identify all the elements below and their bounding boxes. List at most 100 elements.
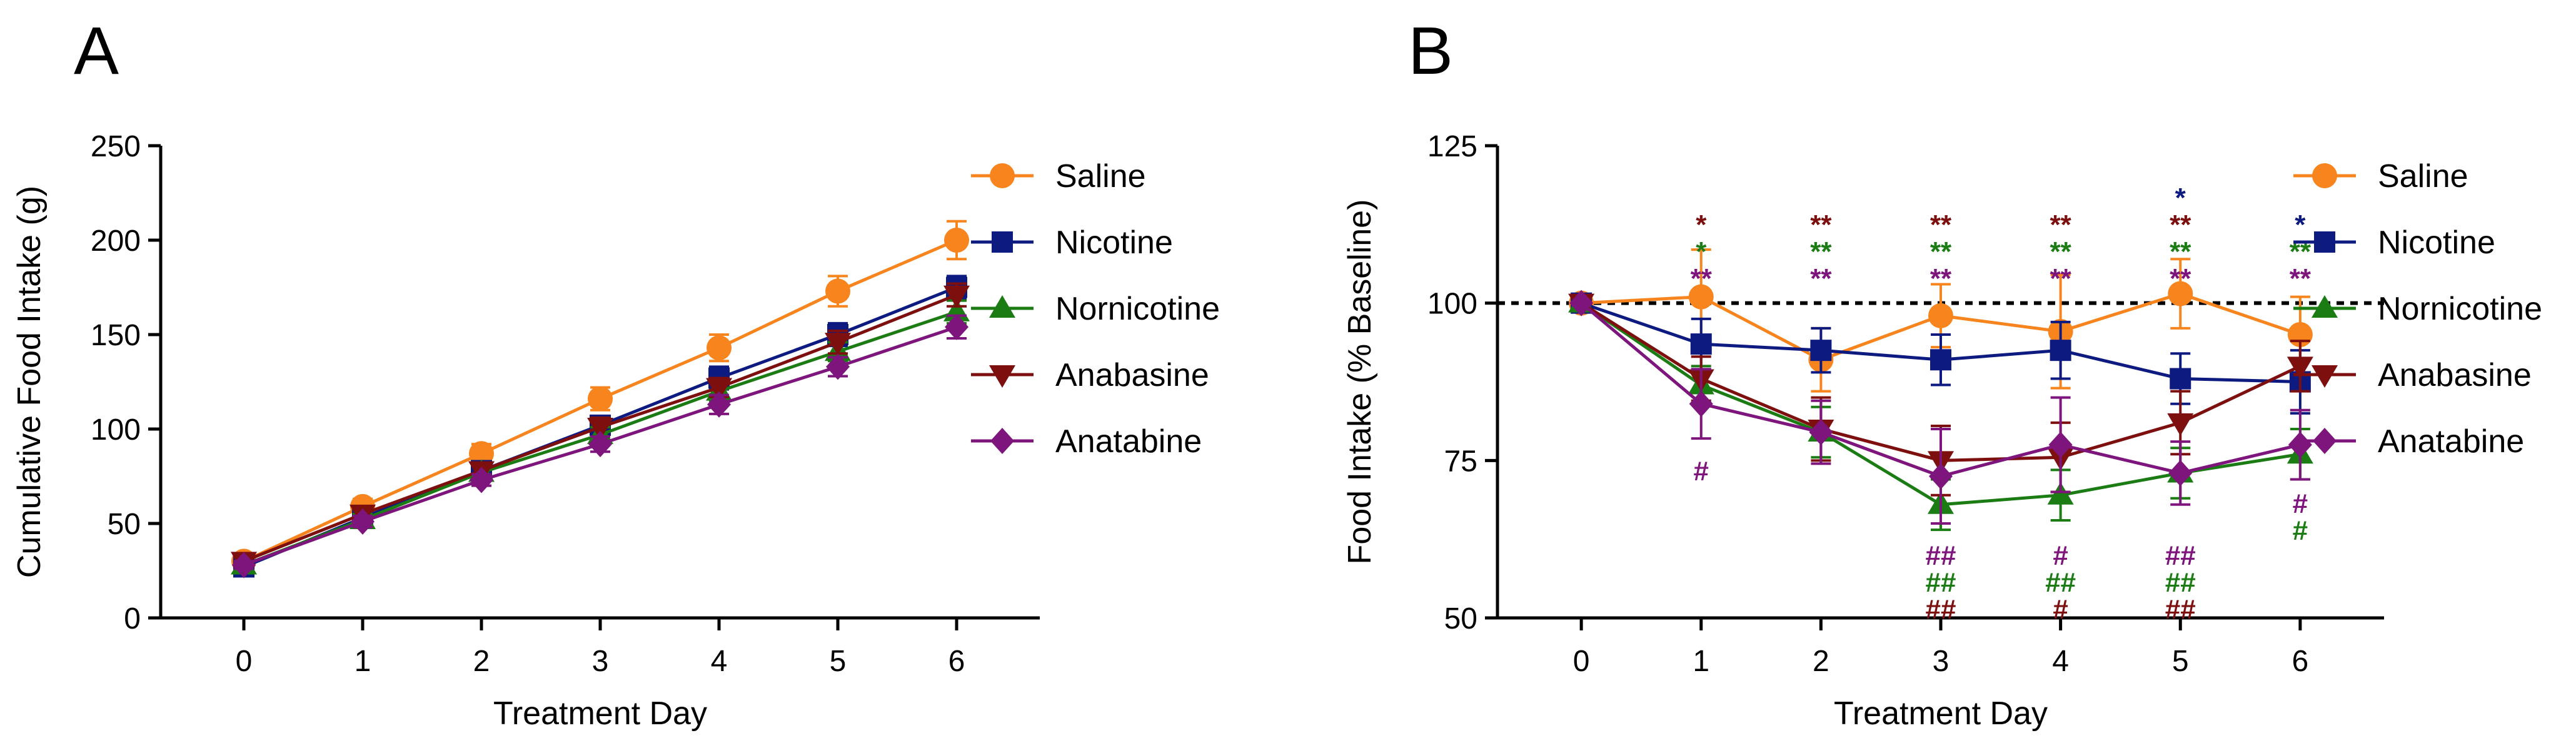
panel-a-chart: 0 50 100 150 200 250 0 1 2 3 4 5 6 Treatment Day Cumul…: [11, 130, 1220, 732]
panel-a-legend-item-anabasine: Anabasine: [971, 357, 1209, 393]
panel-b-significance-mark: **: [1930, 236, 1952, 267]
panel-b-point-saline: [1688, 284, 1714, 310]
panel-a-point-anatabine: [707, 391, 731, 418]
panel-b-legend-label: Anatabine: [2378, 423, 2524, 460]
panel-a-point-anabasine: [587, 417, 613, 440]
panel-a-legend-swatch-marker: [990, 428, 1014, 454]
panel-b-significance-mark: ##: [2165, 567, 2196, 598]
panel-a-point-saline: [469, 441, 494, 467]
panel-a-y-tick-label: 50: [108, 508, 141, 541]
panel-b-x-tick-label: 3: [1933, 645, 1950, 678]
panel-b-point-saline: [2168, 281, 2193, 306]
panel-b-point-anatabine: [2288, 432, 2312, 458]
panel-b-point-saline: [1928, 303, 1953, 328]
panel-b-significance-mark: *: [1696, 210, 1707, 240]
panel-b-significance-mark: **: [2170, 236, 2191, 267]
panel-a-y-tick-label: 100: [91, 413, 141, 447]
panel-a-point-saline: [825, 278, 850, 304]
panel-b-significance-mark: **: [2050, 210, 2071, 240]
panel-b-legend-item-nicotine: Nicotine: [2293, 225, 2495, 261]
panel-b-significance-mark: **: [1930, 210, 1952, 240]
panel-b-significance-mark: #: [2053, 540, 2068, 571]
panel-b-significance-mark: *: [1696, 236, 1707, 267]
panel-a-legend-item-saline: Saline: [971, 158, 1146, 195]
panel-b-point-nicotine: [2050, 340, 2071, 361]
panel-b-point-anatabine: [2048, 432, 2073, 458]
panel-b-legend-swatch-marker: [2312, 295, 2338, 318]
panel-a-y-tick-label: 200: [91, 225, 141, 258]
panel-b-legend-item-nornicotine: Nornicotine: [2293, 291, 2542, 327]
panel-b-significance-mark: ##: [1926, 540, 1956, 571]
panel-b-x-tick-label: 0: [1573, 645, 1590, 678]
panel-b-x-axis-title: Treatment Day: [1834, 695, 2048, 732]
panel-a-x-tick-label: 4: [711, 645, 728, 678]
panel-b-legend-swatch-marker: [2312, 365, 2338, 388]
panel-b-y-axis-title: Food Intake (% Baseline): [1342, 200, 1378, 565]
panel-a-point-saline: [588, 386, 613, 412]
panel-b-significance-mark: **: [2050, 263, 2071, 294]
panel-b-point-nicotine: [1690, 333, 1712, 355]
panel-a-x-axis-title: Treatment Day: [493, 695, 707, 732]
panel-a-point-saline: [944, 228, 969, 253]
panel-b-significance-mark: #: [2293, 488, 2308, 519]
panel-b-significance-mark: **: [2170, 210, 2191, 240]
panel-a-legend-label: Anatabine: [1055, 423, 1202, 460]
panel-b-significance-mark: **: [2170, 263, 2191, 294]
panel-b-point-nicotine: [2170, 368, 2191, 390]
panel-a-point-saline: [707, 335, 732, 361]
panel-a-legend-item-anatabine: Anatabine: [971, 423, 1202, 460]
panel-a-point-anatabine: [588, 431, 612, 458]
panel-a-point-anatabine: [826, 353, 850, 380]
panel-b-legend-swatch-marker: [2313, 428, 2337, 454]
panel-a-x-tick-label: 3: [592, 645, 609, 678]
panel-a-y-axis-title: Cumulative Food Intake (g): [11, 186, 48, 578]
panel-b-significance-mark: #: [2293, 515, 2308, 546]
panel-a-x-tick-label: 6: [948, 645, 965, 678]
panel-b-legend-item-saline: Saline: [2293, 158, 2468, 195]
panel-b-point-anatabine: [1809, 419, 1833, 446]
panel-b-significance-mark: ##: [1926, 594, 1956, 625]
panel-a-y-tick-label: 150: [91, 319, 141, 352]
panel-b-point-anabasine: [2167, 413, 2194, 436]
panel-b-significance-mark: ##: [2165, 594, 2196, 625]
panel-a-legend-swatch-marker: [989, 365, 1015, 388]
panel-a-legend-swatch-marker: [992, 231, 1013, 253]
panel-b-x-tick-label: 1: [1693, 645, 1709, 678]
panel-a-point-anatabine: [470, 467, 493, 493]
panel-b-significance-mark: **: [1810, 210, 1832, 240]
panel-b-point-anatabine: [1689, 390, 1713, 417]
panel-b-point-anabasine: [2287, 356, 2313, 380]
panel-a-y-tick-label: 250: [91, 130, 141, 163]
panel-a-x-tick-label: 2: [473, 645, 490, 678]
panel-a-point-anabasine: [706, 378, 732, 401]
panel-a-legend-item-nornicotine: Nornicotine: [971, 291, 1220, 327]
panel-a-point-anatabine: [351, 508, 375, 535]
panel-b-significance-mark: ##: [2045, 567, 2076, 598]
panel-a-y-tick-label: 0: [124, 602, 141, 635]
panel-a-legend-label: Anabasine: [1055, 357, 1209, 393]
panel-b-x-tick-label: 5: [2172, 645, 2189, 678]
panel-a-point-anabasine: [943, 285, 970, 308]
panel-b-x-tick-label: 2: [1813, 645, 1829, 678]
panel-b-legend-label: Saline: [2378, 158, 2468, 195]
panel-b-significance-mark: **: [1930, 263, 1952, 294]
panel-b-point-nicotine: [1930, 349, 1951, 371]
panel-b-significance-mark: **: [1810, 263, 1832, 294]
panel-a-x-tick-label: 5: [830, 645, 847, 678]
panel-b-point-nornicotine: [2047, 482, 2074, 505]
panel-b-point-nicotine: [1810, 340, 1832, 361]
panel-a-series-anatabine: [232, 313, 969, 579]
panel-b-x-tick-label: 6: [2292, 645, 2309, 678]
panel-a-x-tick-label: 0: [236, 645, 253, 678]
panel-b-legend-label: Nornicotine: [2378, 291, 2542, 327]
panel-a-legend-item-nicotine: Nicotine: [971, 225, 1173, 261]
panel-b-significance-mark: **: [2050, 236, 2071, 267]
panel-b-significance-mark: **: [2290, 263, 2312, 294]
panel-b-y-tick-label: 125: [1427, 130, 1477, 163]
panel-b-significance-mark: **: [1810, 236, 1832, 267]
panel-b-significance-mark: **: [1691, 263, 1713, 294]
panel-a-legend-label: Saline: [1055, 158, 1146, 195]
panel-b-significance-mark: #: [2053, 594, 2068, 625]
panel-b-legend-item-anatabine: Anatabine: [2293, 423, 2524, 460]
panel-b-point-anatabine: [1569, 290, 1594, 316]
